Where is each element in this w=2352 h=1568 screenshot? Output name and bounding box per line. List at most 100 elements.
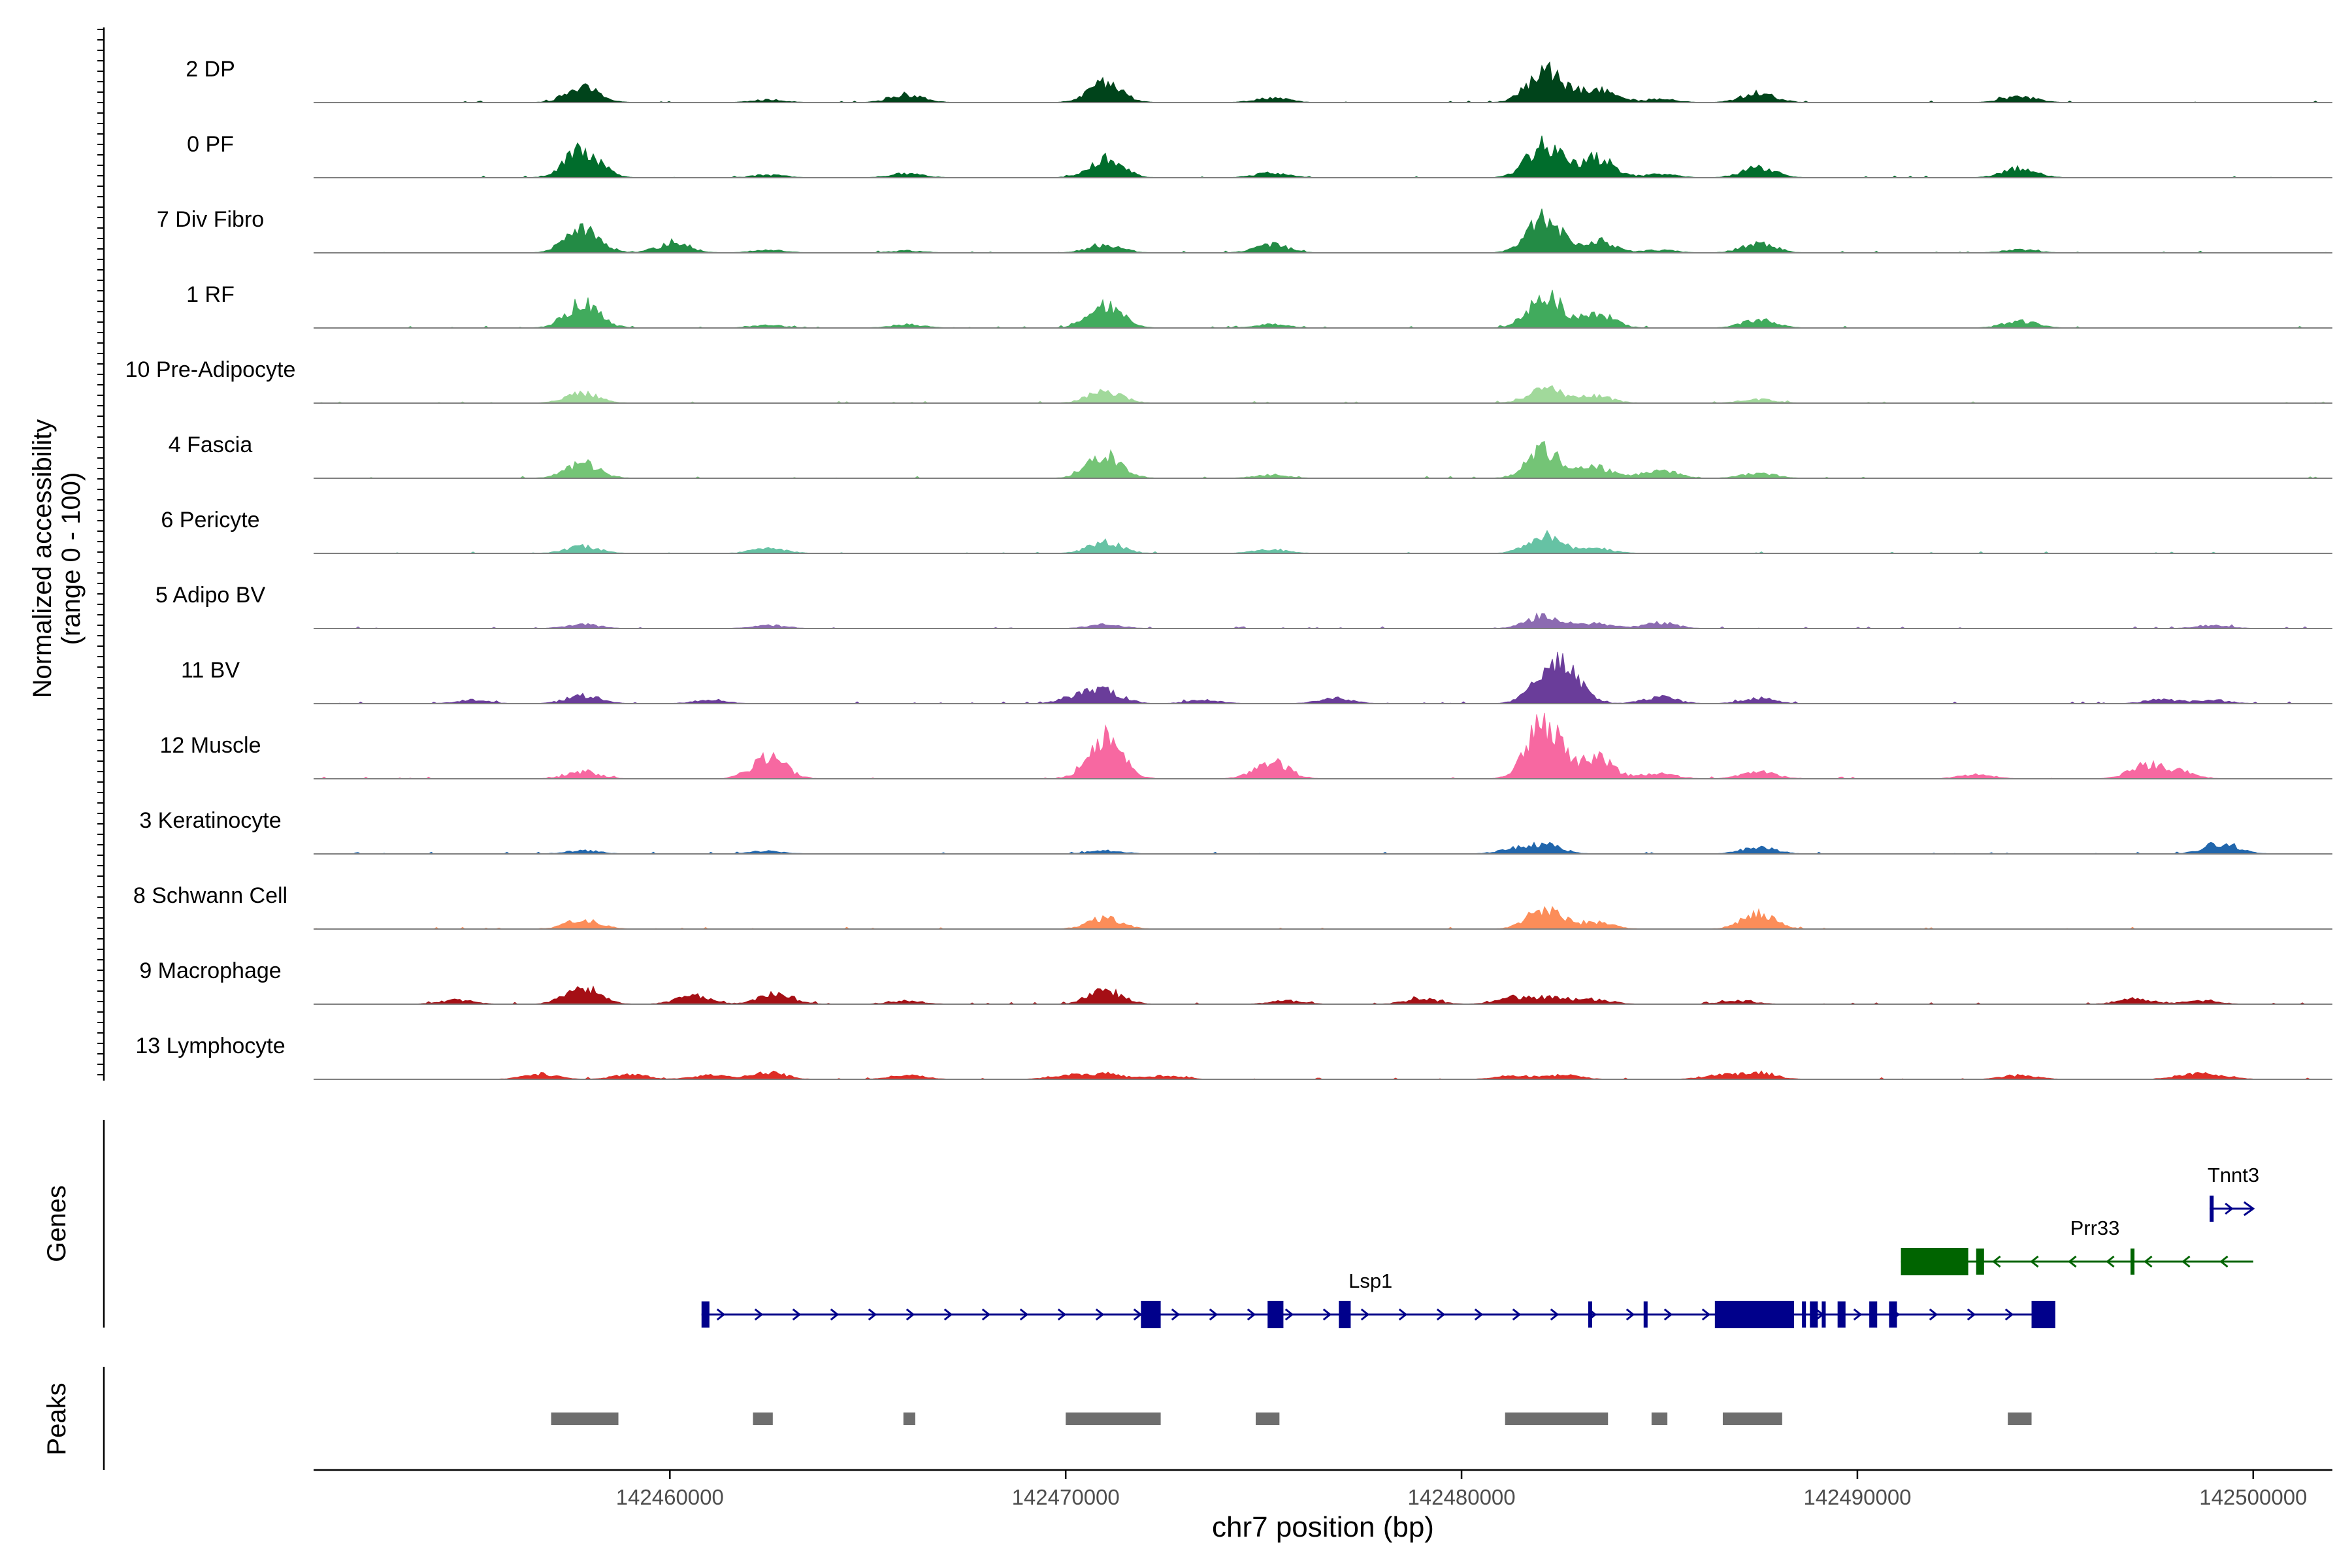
peak-bar xyxy=(753,1413,773,1425)
coverage-track: 4 Fascia xyxy=(169,433,2332,479)
strand-arrow xyxy=(2030,1255,2039,1268)
track-label: 0 PF xyxy=(187,132,234,157)
peaks-panel-label: Peaks xyxy=(42,1382,71,1455)
coverage-track: 10 Pre-Adipocyte xyxy=(125,357,2332,404)
strand-arrow xyxy=(1512,1308,1522,1321)
exon xyxy=(1976,1249,1984,1275)
coverage-track: 3 Keratinocyte xyxy=(139,808,2332,855)
strand-arrow xyxy=(1171,1308,1181,1321)
peak-bar xyxy=(1505,1413,1609,1425)
strand-arrow xyxy=(754,1308,764,1321)
coverage-track: 6 Pericyte xyxy=(161,508,2332,554)
exon xyxy=(1869,1301,1878,1328)
peak-regions xyxy=(551,1413,2032,1425)
peak-bar xyxy=(1256,1413,1280,1425)
strand-arrow xyxy=(1322,1308,1332,1321)
strand-arrow xyxy=(1095,1308,1105,1321)
exon xyxy=(701,1301,710,1328)
strand-arrow xyxy=(830,1308,840,1321)
strand-arrow xyxy=(2225,1202,2234,1215)
strand-arrow xyxy=(1992,1255,2001,1268)
coverage-track: 2 DP xyxy=(186,57,2332,103)
coverage-track: 7 Div Fibro xyxy=(157,207,2332,253)
peak-bar xyxy=(1066,1413,1161,1425)
strand-arrow xyxy=(792,1308,802,1321)
track-label: 5 Adipo BV xyxy=(155,583,266,608)
strand-arrow xyxy=(1474,1308,1484,1321)
coverage-track: 11 BV xyxy=(181,651,2332,704)
exon xyxy=(1821,1301,1826,1328)
y-axis-label-line2: (range 0 - 100) xyxy=(57,472,86,645)
exon xyxy=(1810,1301,1818,1328)
peak-bar xyxy=(2008,1413,2032,1425)
x-tick-label: 142500000 xyxy=(2199,1485,2307,1509)
exon xyxy=(2031,1301,2055,1328)
gene-label: Prr33 xyxy=(2070,1217,2120,1239)
gene-prr33: Prr33 xyxy=(1901,1217,2253,1275)
peak-bar xyxy=(1722,1413,1782,1425)
gene-label: Lsp1 xyxy=(1348,1269,1392,1292)
genes-panel-label: Genes xyxy=(42,1185,71,1262)
strand-arrow xyxy=(1625,1308,1635,1321)
strand-arrow xyxy=(906,1308,915,1321)
coverage-track: 9 Macrophage xyxy=(139,958,2332,1005)
peak-bar xyxy=(903,1413,915,1425)
x-axis-title: chr7 position (bp) xyxy=(1212,1511,1434,1543)
strand-arrow xyxy=(2219,1255,2229,1268)
track-label: 8 Schwann Cell xyxy=(133,883,287,908)
exon xyxy=(1889,1301,1897,1328)
track-label: 3 Keratinocyte xyxy=(139,808,281,833)
track-label: 7 Div Fibro xyxy=(157,207,264,232)
strand-arrow xyxy=(1550,1308,1560,1321)
coverage-track: 13 Lymphocyte xyxy=(135,1034,2332,1080)
track-label: 11 BV xyxy=(181,658,240,683)
strand-arrow xyxy=(2106,1255,2115,1268)
strand-arrow xyxy=(868,1308,877,1321)
exon xyxy=(2131,1249,2135,1275)
strand-arrow xyxy=(2144,1255,2153,1268)
exon xyxy=(1837,1301,1846,1328)
exon xyxy=(1339,1301,1351,1328)
track-label: 1 RF xyxy=(186,282,235,307)
strand-arrow xyxy=(981,1308,991,1321)
strand-arrow xyxy=(1284,1308,1294,1321)
exon xyxy=(1901,1248,1968,1275)
strand-arrow xyxy=(1436,1308,1446,1321)
exon xyxy=(2210,1196,2214,1222)
strand-arrow xyxy=(1133,1308,1143,1321)
strand-arrow-head xyxy=(2243,1201,2255,1217)
strand-arrow xyxy=(1247,1308,1256,1321)
coverage-track: 0 PF xyxy=(187,132,2332,178)
gene-models: Lsp1 Prr33 Tnnt3 xyxy=(701,1164,2259,1328)
x-tick-label: 142470000 xyxy=(1012,1485,1120,1509)
strand-arrow xyxy=(1853,1308,1863,1321)
strand-arrow xyxy=(2068,1255,2077,1268)
exon xyxy=(1802,1301,1806,1328)
peak-bar xyxy=(551,1413,619,1425)
strand-arrow xyxy=(1929,1308,1938,1321)
strand-arrow xyxy=(1057,1308,1067,1321)
exon xyxy=(1141,1301,1161,1328)
x-tick-label: 142490000 xyxy=(1803,1485,1911,1509)
coverage-tracks: 2 DP 0 PF 7 Div Fibro 1 RF 10 Pre-Adipocyte 4… xyxy=(125,57,2332,1080)
strand-arrow xyxy=(1209,1308,1218,1321)
track-label: 13 Lymphocyte xyxy=(135,1034,285,1058)
x-tick-label: 142480000 xyxy=(1407,1485,1515,1509)
track-label: 6 Pericyte xyxy=(161,508,259,532)
gene-label: Tnnt3 xyxy=(2208,1164,2259,1186)
exon xyxy=(1643,1301,1648,1328)
strand-arrow xyxy=(1398,1308,1408,1321)
exon xyxy=(1267,1301,1284,1328)
strand-arrow xyxy=(716,1308,726,1321)
exon xyxy=(1714,1301,1794,1328)
coverage-track: 8 Schwann Cell xyxy=(133,883,2332,930)
strand-arrow xyxy=(2004,1308,2014,1321)
y-axis-label-line1: Normalized accessibility xyxy=(28,419,57,698)
coverage-track: 5 Adipo BV xyxy=(155,583,2332,629)
track-label: 2 DP xyxy=(186,57,235,82)
strand-arrow xyxy=(1360,1308,1370,1321)
coverage-track: 12 Muscle xyxy=(160,712,2332,779)
strand-arrow xyxy=(1663,1308,1673,1321)
x-axis-ticks: 142460000 142470000 142480000 142490000 1425… xyxy=(616,1470,2307,1509)
